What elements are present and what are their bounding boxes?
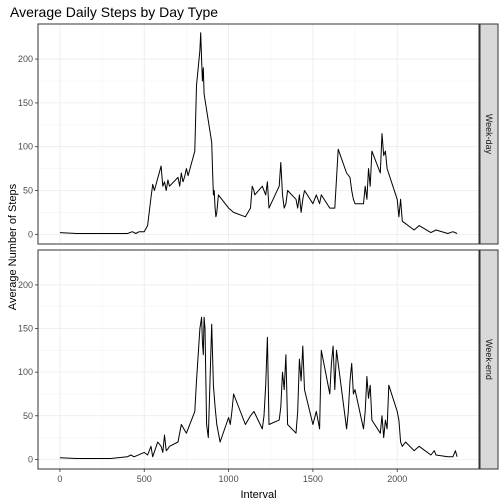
x-axis-title: Interval [240, 489, 276, 501]
y-tick-label: 50 [23, 411, 33, 421]
y-tick-label: 150 [18, 98, 33, 108]
panel-border [37, 249, 480, 470]
panel-background [38, 250, 479, 469]
x-tick-label: 0 [57, 474, 62, 484]
series-line-week-end [59, 316, 458, 459]
x-tick-label: 1500 [303, 474, 323, 484]
facet-strip-label: Week-day [484, 114, 494, 155]
facet-strip [479, 23, 499, 245]
y-tick-label: 200 [18, 54, 33, 64]
chart-title: Average Daily Steps by Day Type [10, 4, 218, 20]
x-tick-label: 1000 [219, 474, 239, 484]
x-tick-label: 500 [137, 474, 152, 484]
x-tick-label: 2000 [387, 474, 407, 484]
y-tick-label: 150 [18, 324, 33, 334]
series-line-week-day [59, 32, 458, 234]
y-tick-label: 0 [28, 454, 33, 464]
facet-strip-label: Week-end [484, 339, 494, 380]
panel-background [38, 24, 479, 244]
facet-strip [479, 249, 499, 470]
y-tick-label: 100 [18, 367, 33, 377]
y-tick-label: 0 [28, 229, 33, 239]
y-tick-label: 100 [18, 142, 33, 152]
panel-border [37, 23, 480, 245]
y-tick-label: 200 [18, 280, 33, 290]
y-axis-title: Average Number of Steps [7, 183, 19, 310]
y-tick-label: 50 [23, 186, 33, 196]
